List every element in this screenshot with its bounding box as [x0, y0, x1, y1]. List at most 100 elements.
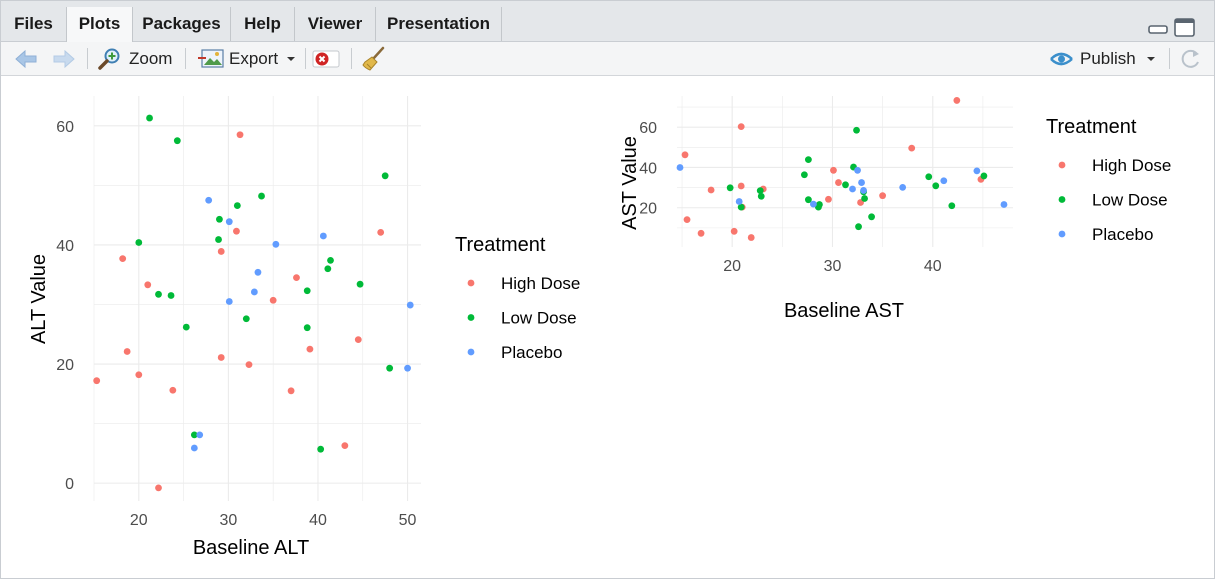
data-point — [726, 184, 734, 192]
data-point — [182, 323, 190, 331]
zoom-icon — [98, 48, 120, 70]
y-tick-label: 40 — [639, 160, 657, 177]
data-point — [980, 172, 988, 180]
legend-label: Low Dose — [1092, 191, 1168, 210]
data-point — [354, 336, 362, 343]
data-point — [196, 431, 204, 439]
data-point — [855, 223, 862, 231]
legend-title: Treatment — [1046, 116, 1137, 138]
legend-label: Placebo — [1092, 225, 1153, 244]
data-point — [123, 348, 131, 355]
back-button[interactable] — [13, 42, 39, 75]
refresh-icon — [1181, 49, 1199, 68]
data-point — [810, 200, 817, 208]
remove-plot-button[interactable] — [312, 42, 340, 75]
tab-presentation[interactable]: Presentation — [376, 7, 502, 41]
data-point — [317, 445, 325, 453]
data-point — [233, 227, 240, 235]
chevron-down-icon — [287, 56, 296, 61]
y-tick-label: 60 — [639, 120, 657, 137]
data-point — [324, 265, 332, 273]
publish-label: Publish — [1080, 48, 1136, 68]
data-point — [155, 290, 162, 298]
tab-label: Plots — [78, 14, 121, 33]
x-axis-label: Baseline AST — [784, 300, 904, 322]
data-point — [242, 315, 250, 323]
tab-files[interactable]: Files — [1, 7, 67, 41]
data-point — [287, 387, 295, 395]
legend-label: High Dose — [1092, 156, 1171, 175]
minimize-icon[interactable] — [1147, 17, 1169, 39]
data-point — [258, 192, 265, 200]
legend: Treatment High Dose Low Dose Placebo — [455, 234, 580, 362]
legend-key — [467, 279, 475, 287]
tab-label: Files — [14, 14, 53, 33]
data-point — [93, 377, 101, 385]
tab-help[interactable]: Help — [231, 7, 295, 41]
toolbar-divider — [351, 48, 352, 69]
data-point — [250, 288, 258, 296]
data-point — [135, 239, 143, 246]
tab-viewer[interactable]: Viewer — [295, 7, 376, 41]
data-point — [948, 202, 956, 210]
tab-plots[interactable]: Plots — [66, 7, 133, 42]
data-point — [406, 301, 414, 309]
publish-button[interactable]: Publish — [1048, 42, 1158, 75]
export-label: Export — [229, 48, 279, 68]
data-point — [816, 201, 823, 208]
x-axis-label: Baseline ALT — [193, 537, 309, 559]
zoom-button[interactable]: Zoom — [97, 42, 172, 75]
data-point — [804, 196, 812, 204]
data-point — [849, 185, 856, 193]
data-point — [233, 202, 241, 209]
toolbar-divider — [1169, 48, 1170, 69]
data-point — [245, 361, 253, 369]
maximize-icon[interactable] — [1173, 17, 1197, 39]
data-point — [269, 296, 277, 304]
data-point — [737, 182, 745, 190]
data-point — [858, 179, 865, 186]
data-point — [879, 192, 887, 200]
y-axis-label: ALT Value — [28, 254, 50, 344]
tab-packages[interactable]: Packages — [133, 7, 231, 41]
data-point — [217, 248, 225, 255]
tab-label: Packages — [142, 14, 221, 33]
data-point — [215, 236, 222, 243]
data-point — [293, 274, 300, 282]
legend-key — [1058, 230, 1066, 238]
forward-button[interactable] — [51, 42, 77, 75]
data-point — [173, 137, 181, 145]
data-point — [899, 184, 907, 191]
zoom-label: Zoom — [129, 48, 173, 68]
data-point — [868, 213, 875, 221]
data-point — [908, 144, 916, 152]
toolbar-divider — [87, 48, 88, 69]
data-point — [953, 97, 961, 104]
data-point — [236, 131, 244, 139]
toolbar-divider — [305, 48, 306, 69]
export-button[interactable]: Export — [197, 42, 298, 75]
data-point — [707, 186, 715, 194]
data-point — [119, 255, 127, 262]
y-tick-label: 60 — [56, 119, 74, 136]
clear-all-button[interactable] — [361, 42, 387, 75]
legend-label: High Dose — [501, 274, 580, 293]
data-point — [306, 345, 314, 353]
data-point — [404, 364, 411, 372]
data-point — [830, 166, 837, 174]
data-point — [319, 232, 327, 240]
toolbar-divider — [185, 48, 186, 69]
x-tick-label: 30 — [219, 512, 237, 529]
data-point — [303, 324, 311, 332]
data-point — [386, 364, 394, 372]
data-point — [216, 215, 223, 223]
data-point — [377, 228, 385, 236]
data-point — [144, 281, 152, 289]
data-point — [225, 218, 233, 226]
refresh-button[interactable] — [1177, 42, 1203, 75]
data-point — [853, 126, 860, 134]
data-point — [800, 171, 808, 179]
data-point — [205, 196, 213, 204]
